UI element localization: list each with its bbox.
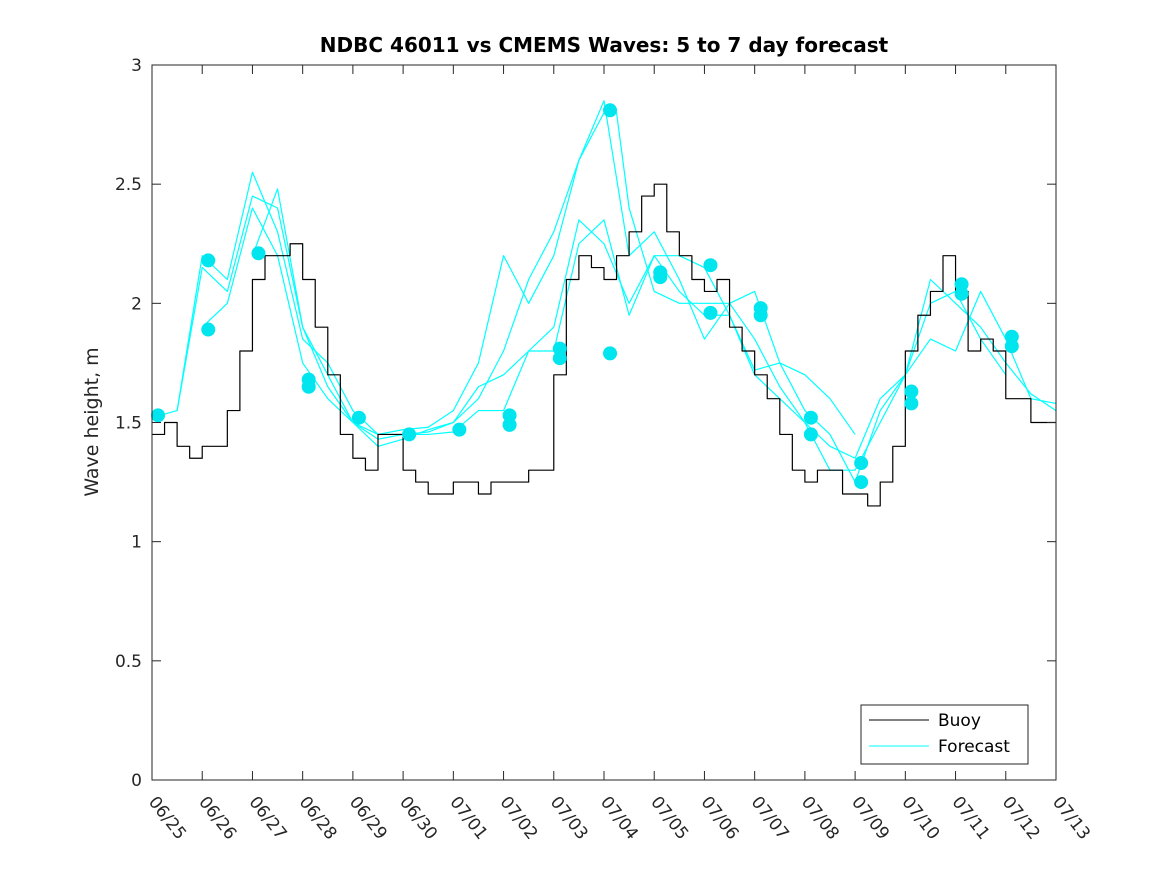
forecast-start-marker xyxy=(201,253,216,268)
forecast-start-marker xyxy=(854,475,869,490)
chart-title: NDBC 46011 vs CMEMS Waves: 5 to 7 day fo… xyxy=(320,33,889,57)
forecast-start-marker xyxy=(753,308,768,323)
forecast-start-marker xyxy=(904,384,919,399)
forecast-series-line-3 xyxy=(201,207,1007,459)
y-tick-label: 1.5 xyxy=(115,414,142,434)
forecast-start-marker xyxy=(653,270,668,285)
forecast-start-marker xyxy=(803,410,818,425)
forecast-start-marker xyxy=(201,322,216,337)
forecast-start-marker xyxy=(402,427,417,442)
y-tick-label: 1 xyxy=(131,533,142,553)
y-tick-label: 0 xyxy=(131,771,142,791)
forecast-start-marker xyxy=(1004,339,1019,354)
forecast-start-marker xyxy=(603,103,618,118)
buoy-series-line xyxy=(152,183,1056,507)
forecast-start-marker xyxy=(904,396,919,411)
forecast-start-marker xyxy=(954,286,969,301)
forecast-start-marker xyxy=(502,417,517,432)
legend-label-buoy: Buoy xyxy=(938,711,981,731)
forecast-start-marker xyxy=(703,258,718,273)
y-tick-label: 3 xyxy=(131,56,142,76)
forecast-start-marker xyxy=(552,351,567,366)
forecast-start-marker xyxy=(703,305,718,320)
marker-layer xyxy=(151,103,1019,490)
legend: Buoy Forecast xyxy=(860,704,1029,765)
legend-label-forecast: Forecast xyxy=(938,737,1010,757)
forecast-start-marker xyxy=(803,427,818,442)
forecast-series-line-2 xyxy=(176,100,856,436)
y-axis-label: Wave height, m xyxy=(81,347,103,496)
y-tick-label: 2 xyxy=(131,294,142,314)
plot-area xyxy=(152,65,1056,780)
forecast-start-marker xyxy=(854,456,869,471)
series-layer xyxy=(151,100,1057,507)
legend-box xyxy=(860,704,1029,765)
forecast-start-marker xyxy=(301,379,316,394)
forecast-start-marker xyxy=(151,408,166,423)
forecast-start-marker xyxy=(603,346,618,361)
y-tick-label: 2.5 xyxy=(115,175,142,195)
forecast-start-marker xyxy=(452,422,467,437)
forecast-start-marker xyxy=(251,246,266,261)
y-tick-label: 0.5 xyxy=(115,652,142,672)
forecast-start-marker xyxy=(351,410,366,425)
